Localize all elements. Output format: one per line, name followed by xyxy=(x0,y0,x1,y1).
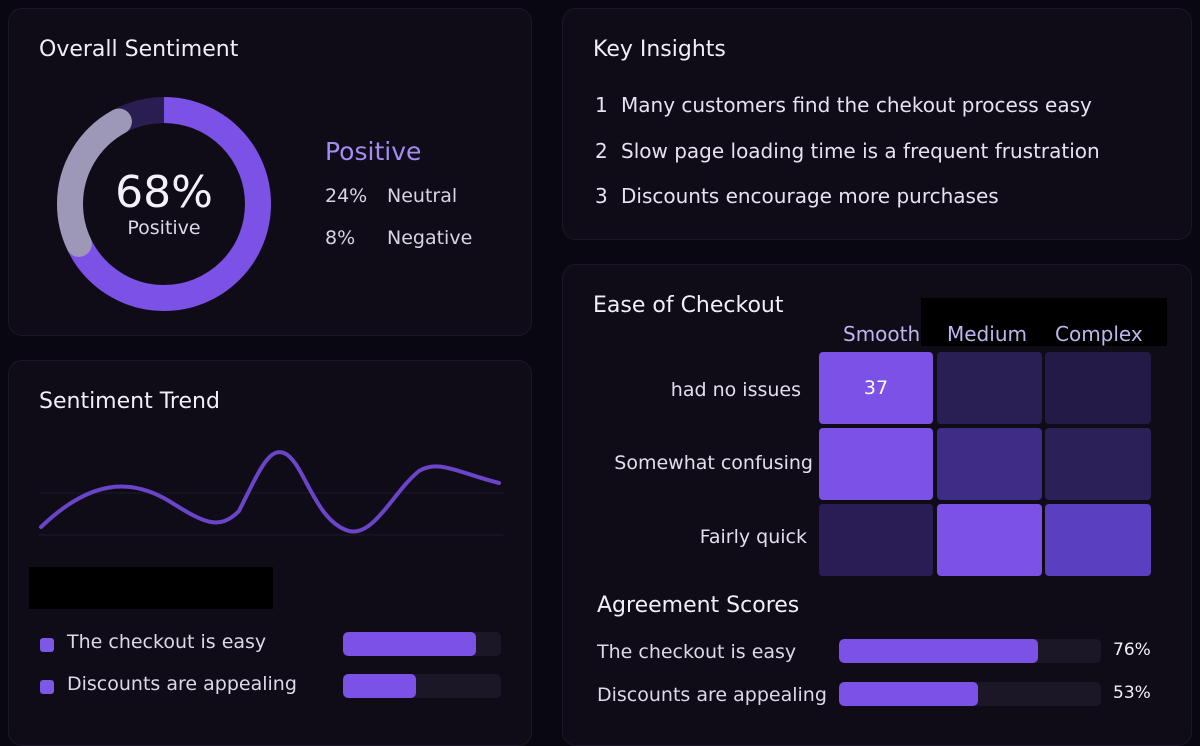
trend-bar-track xyxy=(343,674,501,698)
agreement-scores-title: Agreement Scores xyxy=(597,593,800,618)
overall-sentiment-card: Overall Sentiment 68% Positive Positive … xyxy=(8,8,532,336)
insight-item: 1 Many customers find the chekout process… xyxy=(595,93,1092,117)
sentiment-trend-title: Sentiment Trend xyxy=(39,389,220,414)
heatmap-cell xyxy=(819,428,933,500)
heatmap-cell xyxy=(1045,504,1151,576)
agreement-label: The checkout is easy xyxy=(597,641,797,663)
donut-positive-segment xyxy=(57,97,271,311)
agreement-bar-track xyxy=(839,639,1101,663)
insight-item: 3 Discounts encourage more purchases xyxy=(595,184,999,208)
column-header-background xyxy=(921,298,1167,346)
insight-item: 2 Slow page loading time is a frequent fr… xyxy=(595,139,1100,163)
redacted-block xyxy=(29,567,273,609)
column-header-medium: Medium xyxy=(947,322,1027,346)
row-label: Somewhat confusing xyxy=(614,452,813,474)
key-insights-card: Key Insights 1 Many customers find the ch… xyxy=(562,8,1192,240)
insight-number: 1 xyxy=(595,93,608,117)
agreement-label: Discounts are appealing xyxy=(597,684,827,706)
negative-pct: 8% xyxy=(325,227,356,249)
trend-line xyxy=(39,450,501,534)
positive-legend-label: Positive xyxy=(325,137,422,166)
insight-text: Many customers find the chekout process … xyxy=(621,93,1092,117)
insight-number: 3 xyxy=(595,184,608,208)
insight-number: 2 xyxy=(595,139,608,163)
heatmap-cell xyxy=(1045,428,1151,500)
trend-bar-fill xyxy=(343,674,416,698)
heatmap-cell xyxy=(937,504,1042,576)
trend-bar-track xyxy=(343,632,501,656)
row-label: Fairly quick xyxy=(699,526,807,548)
ease-of-checkout-card: Ease of Checkout Smooth Medium Complex h… xyxy=(562,264,1192,746)
donut-center-value: 68% xyxy=(115,167,213,218)
agreement-bar-track xyxy=(839,682,1101,706)
column-header-smooth: Smooth xyxy=(843,322,921,346)
trend-bar-fill xyxy=(343,632,476,656)
insight-text: Slow page loading time is a frequent fru… xyxy=(621,139,1100,163)
heatmap-cell: 37 xyxy=(819,352,933,424)
key-insights-title: Key Insights xyxy=(593,37,726,62)
agreement-bar-fill xyxy=(839,682,978,706)
bullet-icon xyxy=(40,680,54,694)
heatmap-cell xyxy=(937,428,1042,500)
sentiment-donut-chart xyxy=(57,97,271,311)
agreement-bar-fill xyxy=(839,639,1039,663)
trend-bar-label: Discounts are appealing xyxy=(67,673,297,695)
neutral-label: Neutral xyxy=(387,185,458,207)
row-label: had no issues xyxy=(670,379,801,401)
overall-sentiment-title: Overall Sentiment xyxy=(39,37,239,62)
heatmap-cell xyxy=(819,504,933,576)
sentiment-trend-card: Sentiment Trend The checkout is easy Dis… xyxy=(8,360,532,746)
ease-of-checkout-title: Ease of Checkout xyxy=(593,293,784,318)
donut-neutral-segment xyxy=(57,97,271,311)
neutral-pct: 24% xyxy=(325,185,368,207)
negative-label: Negative xyxy=(387,227,473,249)
agreement-value: 76% xyxy=(1113,640,1151,660)
trend-bar-label: The checkout is easy xyxy=(67,631,267,653)
insight-text: Discounts encourage more purchases xyxy=(621,184,999,208)
heatmap-cell xyxy=(1045,352,1151,424)
agreement-value: 53% xyxy=(1113,683,1151,703)
donut-center-label: Positive xyxy=(127,217,201,239)
sentiment-trend-chart xyxy=(39,450,503,536)
column-header-complex: Complex xyxy=(1055,322,1143,346)
bullet-icon xyxy=(40,638,54,652)
heatmap-cell xyxy=(937,352,1042,424)
